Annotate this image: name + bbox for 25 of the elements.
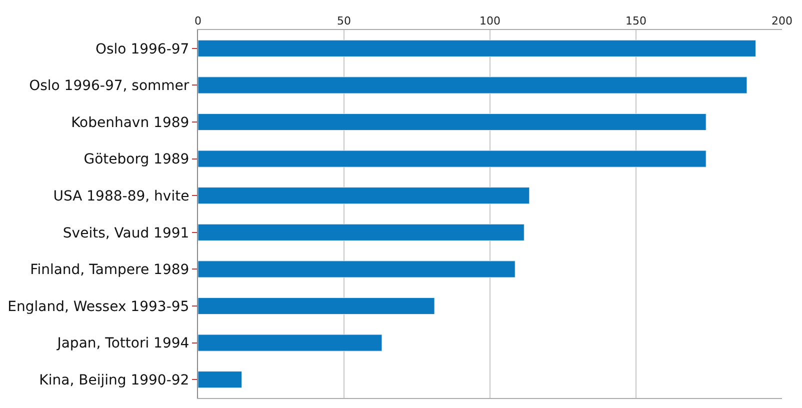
y-tick-label: Sveits, Vaud 1991 [62,225,190,242]
y-tick-label: England, Wessex 1993-95 [8,298,190,315]
bar [198,224,524,241]
y-tick-label: Göteborg 1989 [84,152,190,168]
y-tick-label: Japan, Tottori 1994 [56,336,190,352]
x-tick-label: 100 [480,14,500,28]
bar [198,371,242,388]
y-tick-label: Kina, Beijing 1990-92 [39,372,190,388]
bar [198,76,748,94]
x-tick-label: 150 [626,14,646,28]
bar [198,113,706,131]
y-tick-label: USA 1988-89, hvite [53,188,190,204]
x-tick-label: 0 [194,14,202,28]
y-tick-label: Oslo 1996-97 [95,41,190,58]
bar [198,40,756,57]
bar [198,187,530,204]
bar [198,150,706,168]
y-tick-label: Oslo 1996-97, sommer [29,78,190,94]
y-tick-label: Finland, Tampere 1989 [30,262,190,278]
bar [198,334,382,352]
bar [198,260,516,278]
x-tick-label: 50 [337,14,351,28]
y-tick-label: Kobenhavn 1989 [71,114,190,131]
bar [198,297,435,315]
x-tick-label: 200 [772,14,792,28]
